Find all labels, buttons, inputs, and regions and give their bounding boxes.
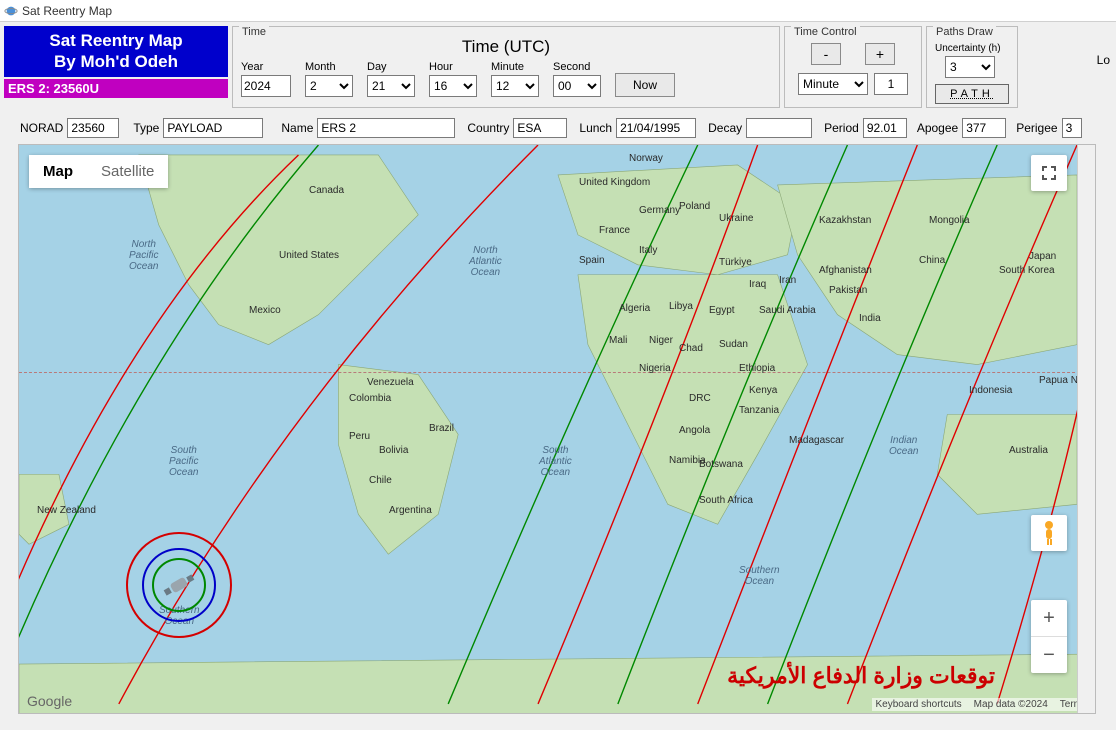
zoom-control: + − — [1031, 600, 1067, 673]
country-input[interactable] — [513, 118, 567, 138]
zoom-out-button[interactable]: − — [1031, 637, 1067, 673]
day-select[interactable]: 21 — [367, 75, 415, 97]
day-label: Day — [367, 61, 415, 73]
right-edge-cutoff: Lo — [1097, 53, 1112, 67]
name-input[interactable] — [317, 118, 455, 138]
badge-satellite-id: ERS 2: 23560U — [4, 79, 228, 98]
second-select[interactable]: 00 — [553, 75, 601, 97]
keyboard-shortcuts-link[interactable]: Keyboard shortcuts — [876, 699, 962, 710]
type-label: Type — [133, 121, 159, 135]
map-tab-satellite[interactable]: Satellite — [87, 155, 168, 188]
satellite-marker — [123, 529, 235, 644]
vertical-scrollbar[interactable] — [1077, 145, 1095, 713]
map-data-text: Map data ©2024 — [974, 699, 1048, 710]
type-input[interactable] — [163, 118, 263, 138]
time-legend: Time — [239, 26, 269, 38]
map-area[interactable]: CanadaUnited StatesMexicoVenezuelaColomb… — [18, 144, 1096, 714]
badge-line1: Sat Reentry Map — [4, 30, 228, 51]
uncertainty-label: Uncertainty (h) — [935, 43, 1009, 54]
decay-label: Decay — [708, 121, 742, 135]
google-logo: Google — [27, 693, 72, 709]
norad-input[interactable] — [67, 118, 119, 138]
time-control-group: Time Control - + Minute — [784, 26, 922, 108]
month-label: Month — [305, 61, 353, 73]
uncertainty-select[interactable]: 3 — [945, 56, 995, 78]
norad-label: NORAD — [20, 121, 63, 135]
app-icon — [4, 4, 18, 18]
equator-line — [19, 372, 1095, 373]
year-label: Year — [241, 61, 291, 73]
perigee-label: Perigee — [1016, 121, 1057, 135]
launch-label: Lunch — [579, 121, 612, 135]
hour-label: Hour — [429, 61, 477, 73]
perigee-input[interactable] — [1062, 118, 1082, 138]
arabic-caption: توقعات وزارة الدفاع الأمريكية — [727, 663, 995, 689]
time-plus-button[interactable]: + — [865, 43, 895, 65]
pegman-icon[interactable] — [1031, 515, 1067, 551]
map-type-toggle: Map Satellite — [29, 155, 168, 188]
now-button[interactable]: Now — [615, 73, 675, 97]
window-title: Sat Reentry Map — [22, 4, 112, 18]
info-row: NORAD Type Name Country Lunch Decay Peri… — [0, 112, 1116, 142]
second-label: Second — [553, 61, 601, 73]
zoom-in-button[interactable]: + — [1031, 600, 1067, 636]
name-label: Name — [281, 121, 313, 135]
country-label: Country — [467, 121, 509, 135]
hour-select[interactable]: 16 — [429, 75, 477, 97]
paths-legend: Paths Draw — [933, 26, 996, 38]
badge-title: Sat Reentry Map By Moh'd Odeh — [4, 26, 228, 77]
period-input[interactable] — [863, 118, 907, 138]
window-titlebar: Sat Reentry Map — [0, 0, 1116, 22]
top-controls: Sat Reentry Map By Moh'd Odeh ERS 2: 235… — [0, 22, 1116, 112]
paths-draw-group: Paths Draw Uncertainty (h) 3 PATH — [926, 26, 1018, 108]
time-step-input[interactable] — [874, 73, 908, 95]
apogee-input[interactable] — [962, 118, 1006, 138]
path-button[interactable]: PATH — [935, 84, 1009, 104]
time-control-legend: Time Control — [791, 26, 860, 38]
time-minus-button[interactable]: - — [811, 43, 841, 65]
fullscreen-button[interactable] — [1031, 155, 1067, 191]
decay-input[interactable] — [746, 118, 812, 138]
apogee-label: Apogee — [917, 121, 958, 135]
year-input[interactable] — [241, 75, 291, 97]
map-tab-map[interactable]: Map — [29, 155, 87, 188]
time-unit-select[interactable]: Minute — [798, 73, 868, 95]
badge-line2: By Moh'd Odeh — [4, 51, 228, 72]
time-group: Time Time (UTC) Year Month 2 Day 21 Hour… — [232, 26, 780, 108]
map-footer: Keyboard shortcuts Map data ©2024 Terms — [872, 698, 1092, 711]
minute-select[interactable]: 12 — [491, 75, 539, 97]
minute-label: Minute — [491, 61, 539, 73]
month-select[interactable]: 2 — [305, 75, 353, 97]
period-label: Period — [824, 121, 859, 135]
app-badge: Sat Reentry Map By Moh'd Odeh ERS 2: 235… — [4, 26, 228, 98]
time-heading: Time (UTC) — [241, 37, 771, 57]
launch-input[interactable] — [616, 118, 696, 138]
